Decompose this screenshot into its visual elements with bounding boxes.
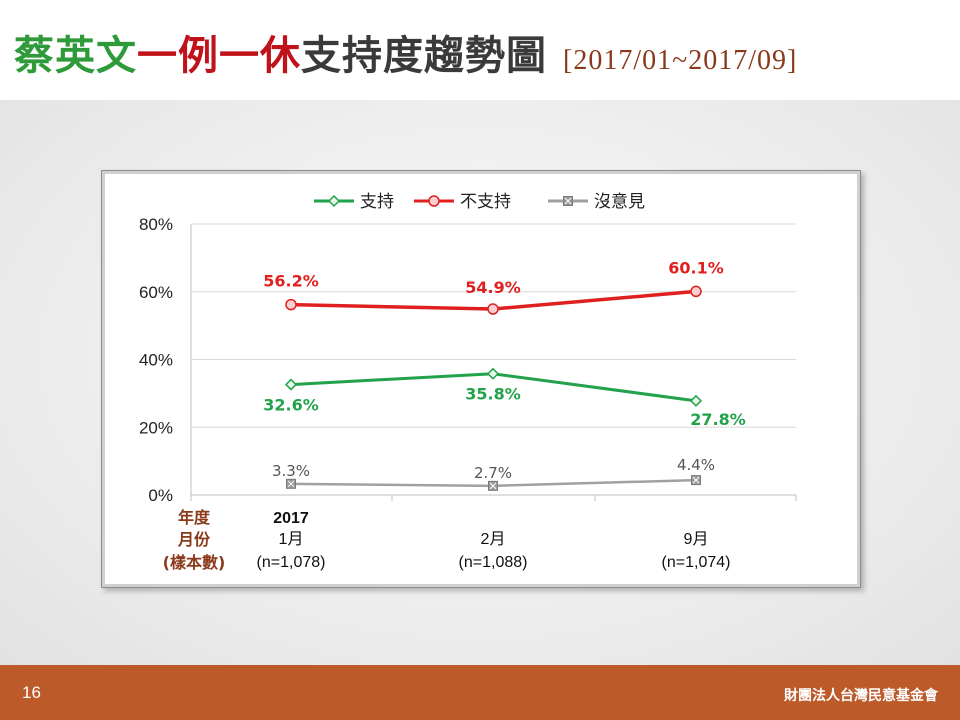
data-label-沒意見: 4.4% xyxy=(677,456,715,474)
series-lines xyxy=(284,285,703,491)
legend-item-不支持: 不支持 xyxy=(414,192,511,212)
point-cross xyxy=(287,480,295,488)
data-point-支持 xyxy=(486,367,500,380)
data-point-不支持-legend xyxy=(428,195,440,207)
y-tick-label: 0% xyxy=(148,486,173,505)
x-sample-size-label: (n=1,074) xyxy=(662,554,731,571)
data-point-不支持 xyxy=(690,285,702,298)
legend-label: 沒意見 xyxy=(594,192,645,212)
data-point-不支持 xyxy=(285,298,297,311)
data-point-沒意見 xyxy=(286,478,296,489)
slide-title: 蔡英文一例一休支持度趨勢圖 [2017/01~2017/09] xyxy=(14,28,797,84)
data-label-沒意見: 3.3% xyxy=(272,462,310,480)
point-cross xyxy=(692,476,700,484)
point-cross xyxy=(489,482,497,490)
data-label-不支持: 56.2% xyxy=(263,272,319,291)
x-sample-size-label: (n=1,088) xyxy=(459,554,528,571)
x-tick-label: 9月 xyxy=(684,531,709,548)
data-point-支持-legend xyxy=(327,194,341,208)
footer-bar: 16 財團法人台灣民意基金會 xyxy=(0,665,960,720)
x-tick-label: 1月 xyxy=(279,531,304,548)
chart-frame: 0% 20% 40% 60% 80% 2017 1月 (n=1,078) 2月 (n=1,088)… xyxy=(101,170,861,588)
x-axis-title-line: 年度 xyxy=(178,508,211,527)
title-trend: 支持度趨勢圖 xyxy=(301,33,547,79)
title-name: 蔡英文 xyxy=(14,33,137,79)
title-policy: 一例一休 xyxy=(137,33,301,79)
y-tick-label: 40% xyxy=(139,351,173,370)
legend-label: 不支持 xyxy=(460,192,511,212)
point-cross xyxy=(564,197,572,205)
x-axis-title-line: (樣本數) xyxy=(163,553,226,572)
data-point-沒意見 xyxy=(691,475,701,486)
line-chart: 0% 20% 40% 60% 80% 2017 1月 (n=1,078) 2月 (n=1,088)… xyxy=(139,192,797,572)
page-number: 16 xyxy=(22,683,41,702)
data-point-不支持 xyxy=(487,303,499,315)
data-label-支持: 32.6% xyxy=(263,396,319,415)
data-label-支持: 27.8% xyxy=(690,410,746,429)
x-sample-size-label: (n=1,078) xyxy=(257,554,326,571)
organization-name: 財團法人台灣民意基金會 xyxy=(784,688,938,704)
data-label-沒意見: 2.7% xyxy=(474,464,512,482)
title-date-range: [2017/01~2017/09] xyxy=(563,45,798,76)
labels: 32.6% 35.8% 27.8% 56.2% 54.9% 60.1% 3.3% 2.7% 4.… xyxy=(263,192,746,482)
data-point-支持 xyxy=(689,394,703,407)
data-label-支持: 35.8% xyxy=(465,385,521,404)
data-label-不支持: 54.9% xyxy=(465,278,521,297)
y-tick-label: 60% xyxy=(139,283,173,302)
y-tick-label: 80% xyxy=(139,215,173,234)
x-year-label: 2017 xyxy=(273,510,309,527)
legend-label: 支持 xyxy=(360,192,394,212)
legend-item-沒意見: 沒意見 xyxy=(548,192,645,212)
axes: 0% 20% 40% 60% 80% 2017 1月 (n=1,078) 2月 (n=1,088)… xyxy=(139,215,797,572)
legend-item-支持: 支持 xyxy=(314,192,394,212)
x-axis-title-line: 月份 xyxy=(177,530,211,549)
data-label-不支持: 60.1% xyxy=(668,258,724,277)
data-point-沒意見-legend xyxy=(563,196,573,206)
x-tick-label: 2月 xyxy=(481,531,506,548)
data-point-支持 xyxy=(284,378,298,391)
data-point-沒意見 xyxy=(488,480,498,491)
y-tick-label: 20% xyxy=(139,418,173,437)
